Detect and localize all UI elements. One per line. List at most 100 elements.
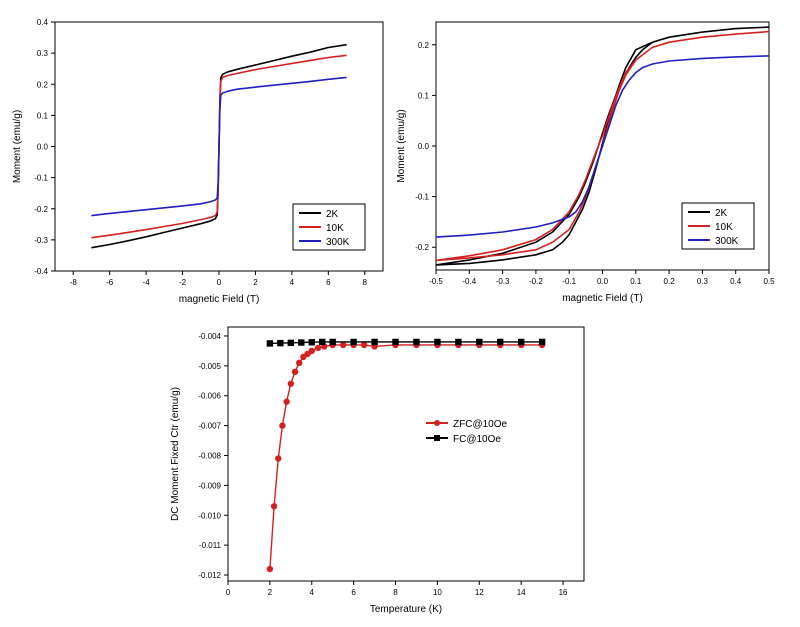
y-tick-label: -0.008 — [198, 451, 221, 460]
series-group — [436, 26, 769, 266]
data-point-ZFC@10Oe — [287, 380, 295, 387]
x-tick-label: 0.3 — [697, 277, 709, 286]
series-line-10K — [436, 30, 769, 262]
x-axis-label: Temperature (K) — [370, 604, 442, 615]
x-tick-label: 6 — [326, 278, 331, 287]
plot-frame — [227, 326, 585, 582]
y-tick-label: -0.009 — [198, 481, 221, 490]
data-point-FC@10Oe — [329, 338, 336, 346]
data-point-ZFC@10Oe — [291, 368, 299, 376]
x-tick-label: -0.4 — [462, 277, 476, 286]
x-tick-label: 0.5 — [763, 277, 775, 286]
data-point-FC@10Oe — [497, 338, 504, 346]
legend-label-ZFC@10Oe: ZFC@10Oe — [453, 419, 507, 430]
hysteresis-chart-zoom: -0.5 -0.4 -0.3 -0.2 -0.1 0.0 0.1 0.2 0.3 0.4 0.5 -0… — [396, 21, 775, 304]
legend-label-2K: 2K — [715, 208, 728, 219]
y-tick-label: -0.011 — [199, 541, 222, 550]
data-point-FC@10Oe — [455, 338, 462, 346]
legend-label-10K: 10K — [715, 222, 733, 233]
y-tick-label: 0.0 — [37, 143, 49, 152]
x-axis-label: magnetic Field (T) — [562, 293, 643, 304]
x-tick-label: 10 — [433, 588, 442, 597]
data-point-FC@10Oe — [298, 339, 305, 346]
series-group — [266, 338, 546, 573]
y-axis-label: Moment (emu/g) — [12, 110, 23, 183]
y-tick-label: 0.3 — [37, 49, 49, 58]
data-point-FC@10Oe — [517, 338, 525, 346]
data-point-ZFC@10Oe — [296, 359, 303, 367]
x-tick-label: 0.0 — [597, 277, 609, 286]
data-point-FC@10Oe — [319, 338, 326, 346]
data-point-FC@10Oe — [434, 338, 441, 346]
x-tick-label: 0.4 — [730, 277, 742, 286]
x-tick-label: -0.2 — [529, 277, 543, 286]
data-point-FC@10Oe — [287, 339, 295, 347]
y-tick-label: -0.006 — [198, 392, 221, 401]
legend-label-10K: 10K — [326, 223, 344, 234]
data-point-FC@10Oe — [392, 338, 399, 346]
x-tick-label: 2 — [253, 278, 258, 287]
data-point-FC@10Oe — [413, 338, 420, 346]
data-point-ZFC@10Oe — [266, 565, 274, 573]
data-point-FC@10Oe — [277, 339, 284, 347]
x-tick-label: -4 — [143, 278, 151, 287]
x-tick-label: 6 — [351, 588, 356, 597]
legend-marker-ZFC@10Oe — [434, 420, 440, 426]
hysteresis-chart-full: -8 -6 -4 -2 0 2 4 6 8 -0.4 -0.3 -0.2 -0.1 0.0 0.1 0.2 0.… — [12, 18, 384, 305]
data-point-ZFC@10Oe — [314, 344, 322, 352]
x-tick-label: 4 — [290, 278, 295, 287]
x-tick-label: 14 — [517, 588, 526, 597]
y-tick-label: -0.012 — [198, 571, 221, 580]
y-axis-label: DC Moment Fixed Ctr (emu/g) — [170, 387, 181, 521]
data-point-FC@10Oe — [308, 339, 315, 346]
y-tick-label: -0.3 — [34, 236, 48, 245]
data-point-ZFC@10Oe — [360, 341, 368, 349]
data-point-FC@10Oe — [350, 338, 357, 346]
y-tick-label: 0.2 — [418, 41, 430, 50]
series-group — [91, 43, 347, 249]
y-tick-label: -0.4 — [34, 267, 48, 276]
data-point-FC@10Oe — [538, 338, 546, 346]
x-tick-label: 8 — [393, 588, 398, 597]
y-tick-label: -0.010 — [198, 511, 221, 520]
legend-label-300K: 300K — [715, 236, 739, 247]
x-tick-label: 16 — [559, 588, 568, 597]
y-axis-label: Moment (emu/g) — [396, 109, 407, 182]
data-point-ZFC@10Oe — [279, 422, 286, 429]
data-point-ZFC@10Oe — [339, 341, 347, 349]
y-tick-label: -0.2 — [415, 243, 429, 252]
data-point-ZFC@10Oe — [283, 398, 290, 405]
data-point-ZFC@10Oe — [275, 455, 282, 462]
y-tick-label: -0.007 — [198, 422, 221, 431]
x-tick-label: 0.2 — [664, 277, 676, 286]
data-point-FC@10Oe — [371, 338, 378, 346]
legend-label-2K: 2K — [326, 209, 339, 220]
y-tick-label: -0.2 — [34, 205, 48, 214]
series-line-300K — [436, 55, 769, 238]
legend-label-300K: 300K — [326, 237, 350, 248]
y-tick-label: 0.2 — [37, 80, 49, 89]
data-point-FC@10Oe — [476, 338, 483, 346]
data-point-ZFC@10Oe — [270, 503, 278, 510]
series-line-300K — [91, 76, 347, 217]
legend-marker-FC@10Oe — [434, 435, 440, 441]
x-tick-label: 0.1 — [630, 277, 642, 286]
series-line-ZFC@10Oe — [269, 344, 543, 570]
x-tick-label: 2 — [268, 588, 273, 597]
x-tick-label: -0.3 — [496, 277, 510, 286]
y-tick-label: -0.1 — [415, 193, 429, 202]
y-tick-label: 0.4 — [37, 18, 49, 27]
x-tick-label: -0.1 — [562, 277, 576, 286]
data-point-ZFC@10Oe — [308, 347, 315, 355]
series-line-2K — [436, 26, 769, 266]
x-tick-label: -0.5 — [429, 277, 443, 286]
x-tick-label: -8 — [70, 278, 78, 287]
x-tick-label: -6 — [106, 278, 114, 287]
x-tick-label: 8 — [363, 278, 368, 287]
y-tick-label: -0.005 — [198, 362, 221, 371]
legend-label-FC@10Oe: FC@10Oe — [453, 434, 501, 445]
y-tick-label: -0.004 — [198, 332, 221, 341]
y-tick-label: 0.0 — [418, 142, 430, 151]
x-tick-label: 0 — [226, 588, 231, 597]
y-tick-label: 0.1 — [37, 111, 49, 120]
